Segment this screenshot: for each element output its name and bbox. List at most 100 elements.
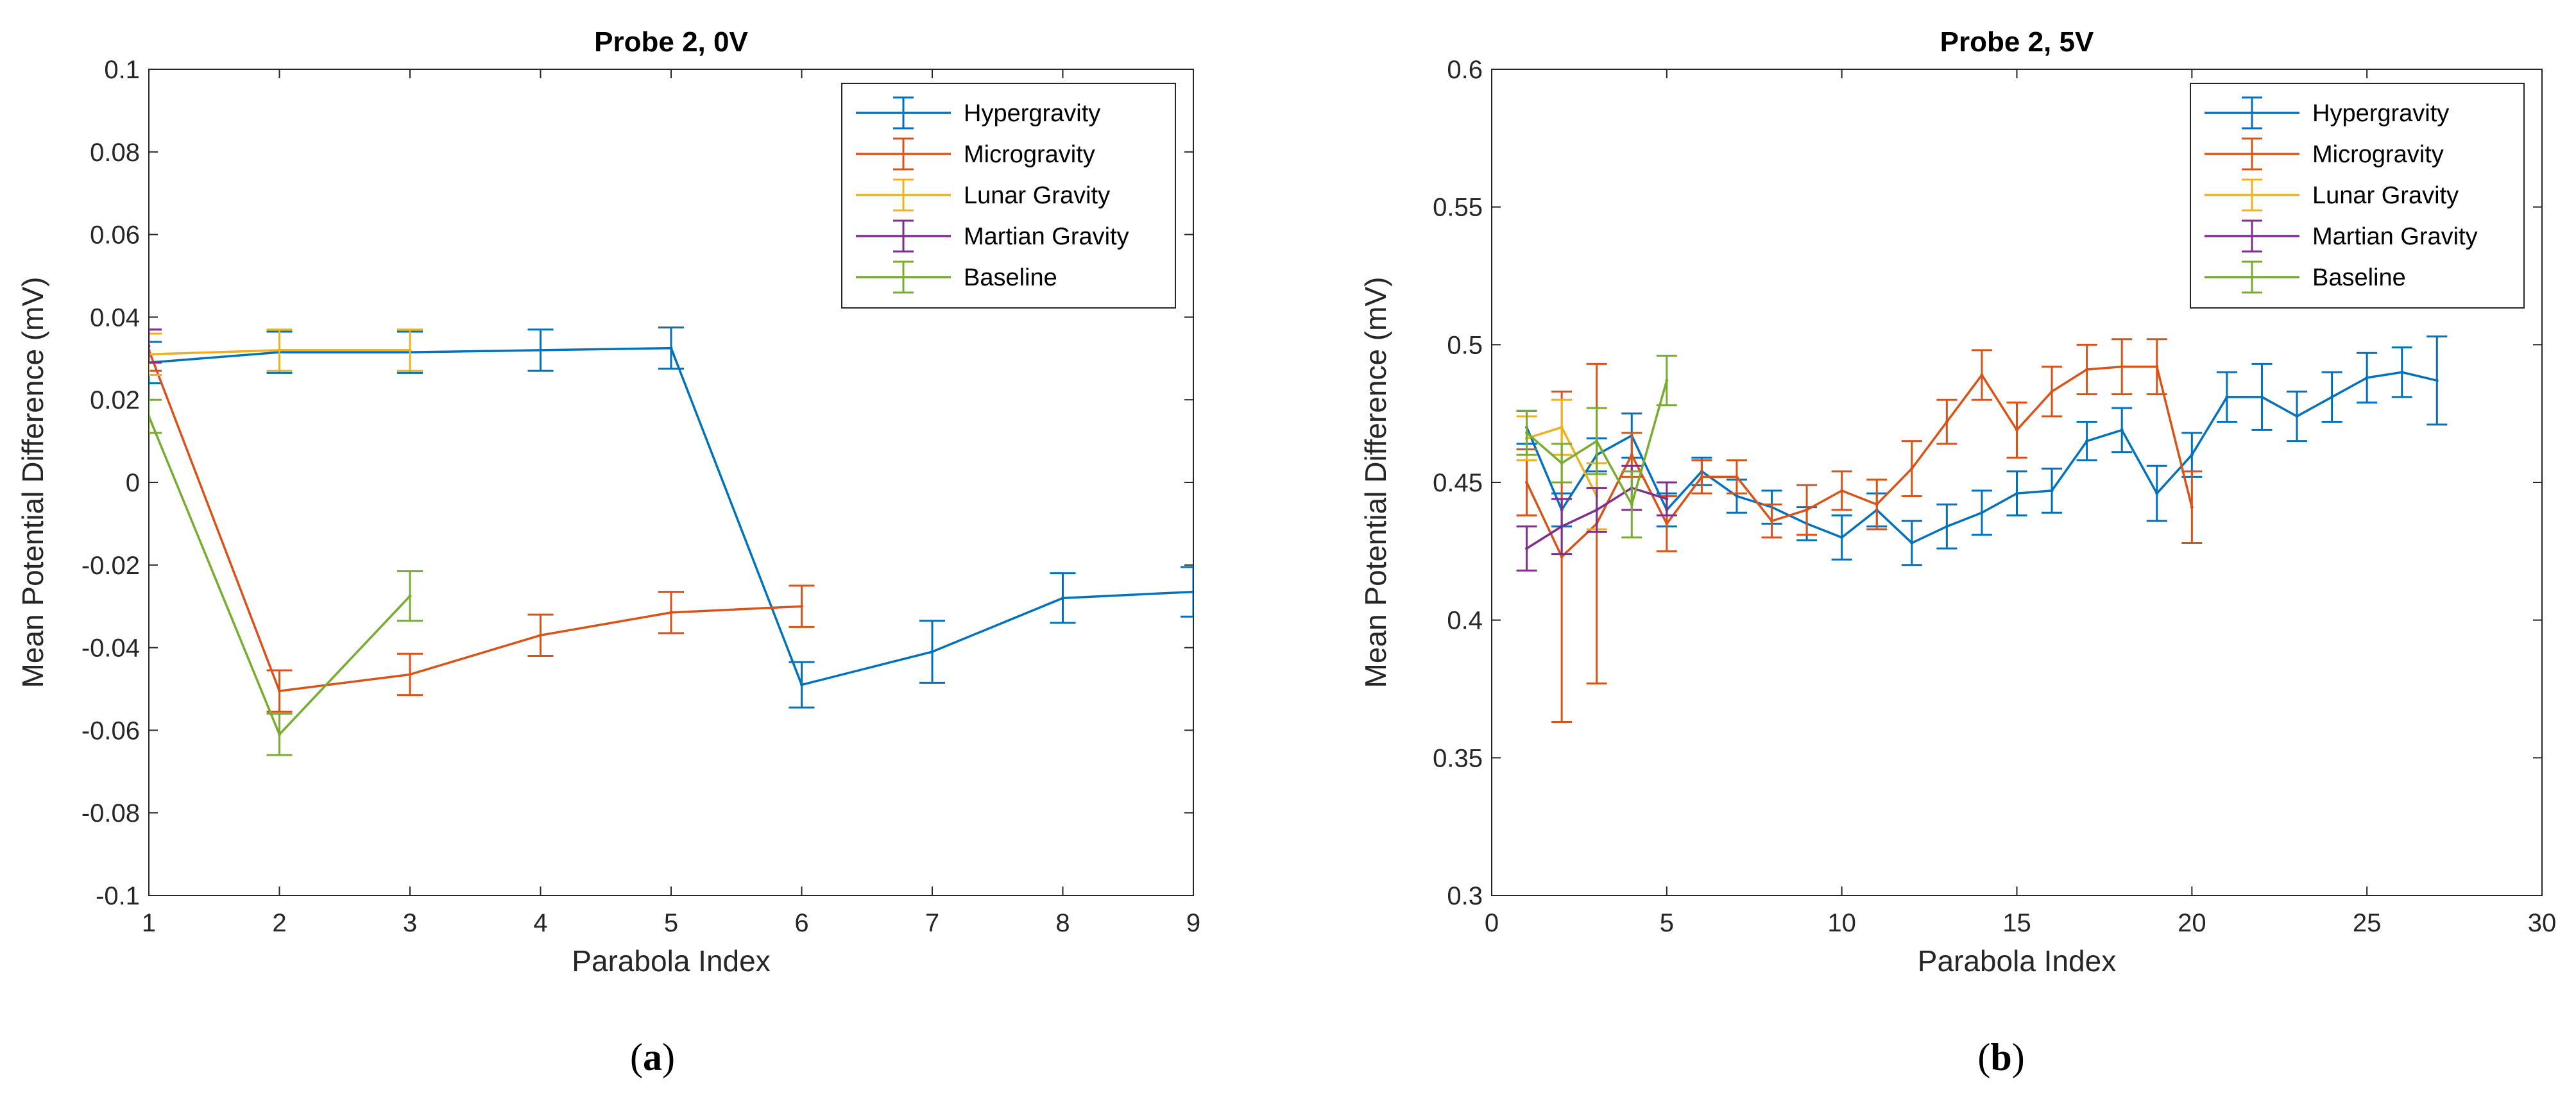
error-bar bbox=[266, 713, 293, 756]
data-point bbox=[2330, 395, 2334, 399]
data-point bbox=[408, 348, 412, 352]
data-point bbox=[2120, 428, 2124, 432]
legend-item: Lunar Gravity bbox=[2205, 178, 2459, 212]
error-bar bbox=[1586, 487, 1607, 533]
error-bar bbox=[1551, 443, 1573, 484]
error-bar bbox=[2146, 464, 2167, 522]
x-tick-label: 9 bbox=[1186, 909, 1200, 937]
data-point bbox=[2085, 439, 2089, 443]
data-point bbox=[800, 604, 803, 608]
data-point bbox=[2190, 453, 2194, 457]
y-axis-label: Mean Potential Difference (mV) bbox=[16, 277, 49, 688]
error-bar bbox=[1971, 489, 1992, 536]
error-bar bbox=[1656, 355, 1677, 407]
error-bar bbox=[397, 328, 423, 372]
legend-item: Hypergravity bbox=[856, 96, 1100, 130]
data-point bbox=[1665, 378, 1669, 382]
error-bar bbox=[2391, 346, 2412, 398]
data-point bbox=[1191, 590, 1193, 594]
legend-label: Baseline bbox=[2312, 264, 2406, 291]
error-bar bbox=[1516, 525, 1537, 572]
legend-item: Martian Gravity bbox=[2205, 219, 2478, 253]
data-point bbox=[1945, 420, 1949, 424]
error-bar bbox=[2181, 470, 2203, 544]
y-tick-label: 0.45 bbox=[1433, 469, 1483, 497]
data-point bbox=[1875, 502, 1879, 506]
error-bar bbox=[658, 327, 684, 370]
data-point bbox=[669, 611, 673, 615]
data-point bbox=[1560, 555, 1564, 559]
x-tick-label: 3 bbox=[403, 909, 417, 937]
data-point bbox=[1560, 425, 1564, 429]
data-point bbox=[2050, 489, 2054, 493]
series-baseline bbox=[149, 398, 423, 756]
data-point bbox=[1665, 522, 1669, 525]
error-bar bbox=[789, 584, 815, 628]
error-bar bbox=[2427, 335, 2448, 426]
chart-title: Probe 2, 0V bbox=[594, 26, 748, 58]
error-bar bbox=[1796, 484, 1818, 536]
data-point bbox=[408, 594, 412, 598]
data-point bbox=[1840, 536, 1844, 539]
x-axis-label: Parabola Index bbox=[1918, 944, 2116, 978]
data-point bbox=[1560, 525, 1564, 529]
error-bar bbox=[1181, 566, 1193, 618]
error-bar bbox=[2042, 366, 2063, 418]
data-point bbox=[2155, 491, 2159, 495]
panel-label: (b) bbox=[1977, 1036, 2024, 1078]
error-bar bbox=[2357, 352, 2378, 403]
data-point bbox=[1665, 497, 1669, 501]
error-bar bbox=[1586, 407, 1607, 475]
legend-item: Martian Gravity bbox=[856, 219, 1129, 253]
legend-label: Martian Gravity bbox=[2312, 223, 2478, 250]
data-point bbox=[669, 346, 673, 350]
data-point bbox=[1630, 453, 1633, 457]
data-point bbox=[2015, 491, 2018, 495]
error-bar bbox=[1551, 498, 1573, 556]
data-point bbox=[1525, 547, 1529, 550]
series-lunar-gravity bbox=[149, 328, 423, 377]
y-tick-label: 0.4 bbox=[1447, 607, 1483, 635]
data-point bbox=[1840, 489, 1844, 493]
error-bar bbox=[2006, 470, 2027, 517]
panel-label-open: ( bbox=[1977, 1036, 1990, 1078]
x-tick-label: 6 bbox=[794, 909, 808, 937]
error-bar bbox=[789, 661, 815, 709]
data-point bbox=[1595, 508, 1599, 512]
data-point bbox=[2050, 389, 2054, 393]
error-bar bbox=[1901, 520, 1922, 566]
error-bar bbox=[2216, 371, 2237, 423]
x-tick-label: 8 bbox=[1055, 909, 1070, 937]
y-tick-label: 0.06 bbox=[90, 221, 140, 250]
series-baseline bbox=[1516, 355, 1677, 539]
error-bar bbox=[1831, 470, 1852, 511]
x-tick-label: 4 bbox=[533, 909, 547, 937]
panel-label-letter: b bbox=[1990, 1036, 2011, 1078]
error-bar bbox=[2111, 407, 2133, 454]
series-hypergravity bbox=[149, 327, 1193, 709]
y-tick-label: -0.08 bbox=[81, 799, 140, 828]
x-tick-label: 30 bbox=[2528, 909, 2557, 937]
legend-label: Lunar Gravity bbox=[2312, 182, 2459, 209]
data-point bbox=[1910, 467, 1914, 471]
error-bar bbox=[1866, 479, 1888, 531]
error-bar bbox=[2287, 390, 2308, 443]
data-point bbox=[278, 348, 281, 352]
data-point bbox=[800, 683, 803, 687]
y-tick-label: 0.08 bbox=[90, 139, 140, 167]
y-tick-label: 0 bbox=[126, 469, 140, 497]
error-bar bbox=[397, 570, 423, 622]
x-tick-label: 2 bbox=[272, 909, 286, 937]
panel-label: (a) bbox=[630, 1036, 675, 1078]
y-tick-label: -0.04 bbox=[81, 634, 140, 663]
error-bar bbox=[527, 328, 554, 372]
data-point bbox=[1630, 502, 1633, 506]
data-point bbox=[2295, 414, 2299, 418]
data-point bbox=[2260, 395, 2264, 399]
data-point bbox=[1770, 519, 1774, 523]
x-tick-label: 5 bbox=[664, 909, 678, 937]
legend-label: Microgravity bbox=[964, 141, 1095, 168]
data-point bbox=[2225, 395, 2229, 399]
data-point bbox=[2190, 505, 2194, 509]
